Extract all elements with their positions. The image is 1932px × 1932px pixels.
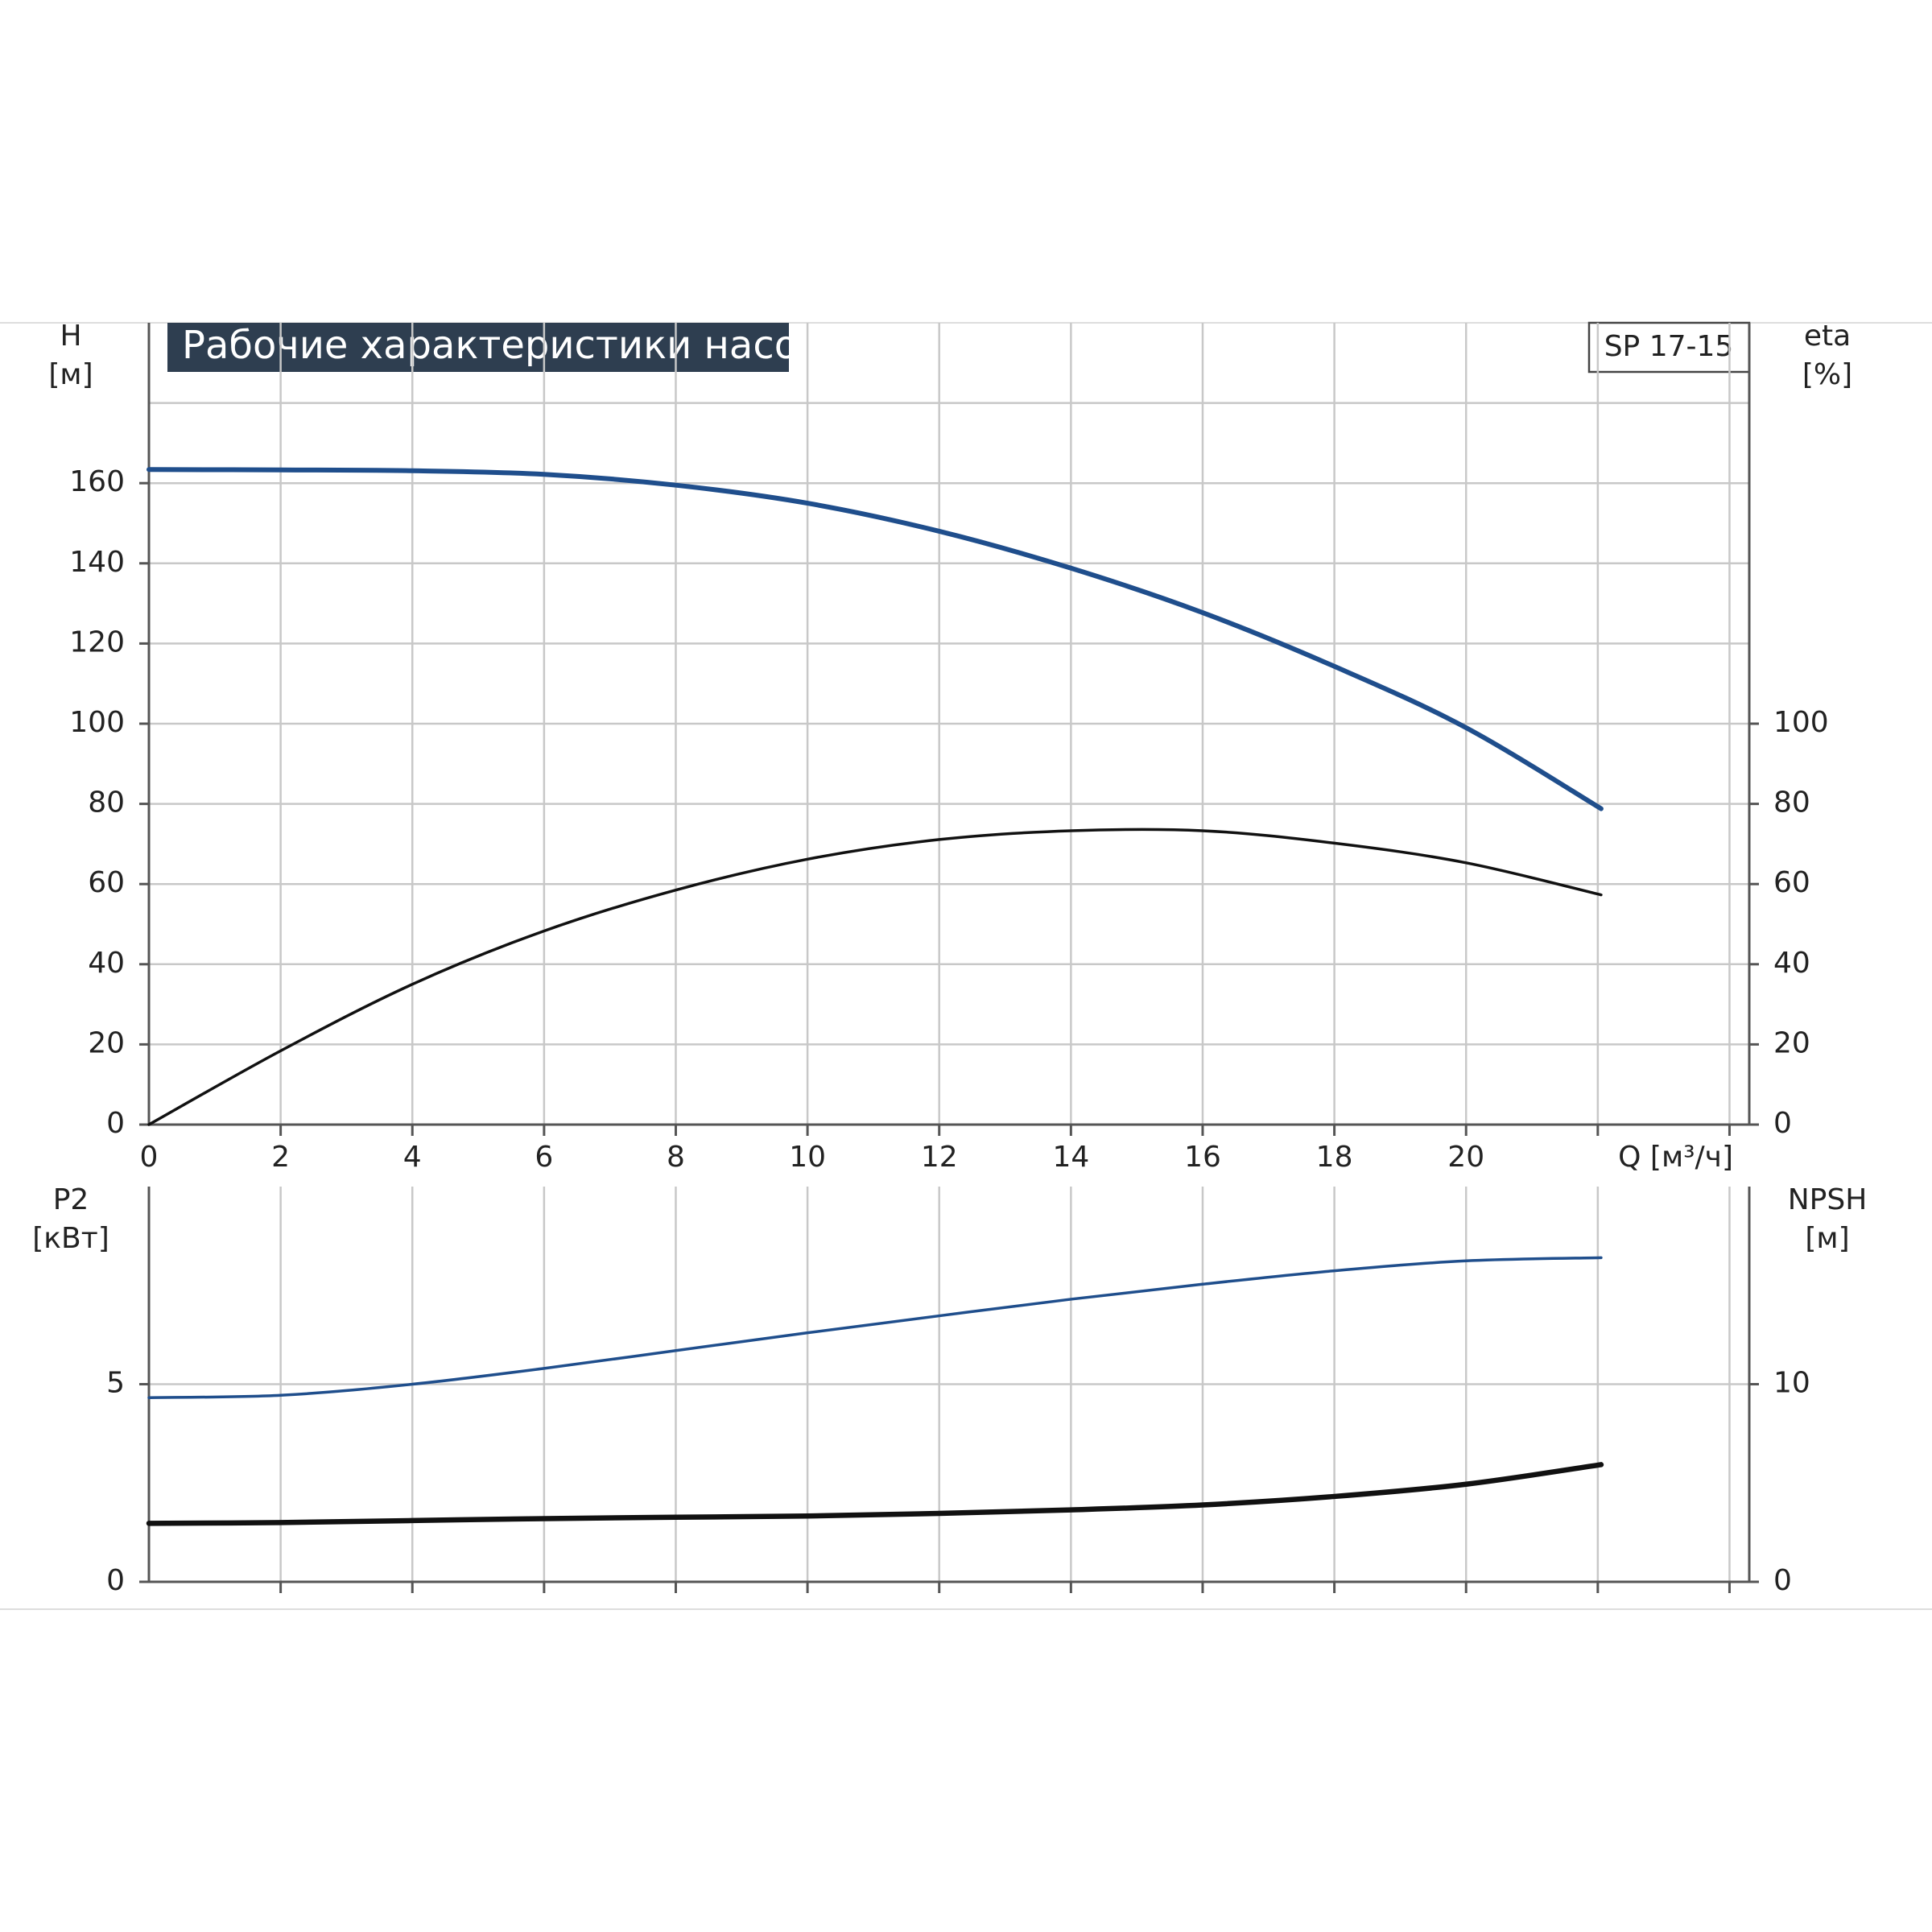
series-line <box>146 1462 1604 1526</box>
y2-axis-unit: [%] <box>1802 358 1852 391</box>
x-tick-label: 8 <box>667 1141 685 1174</box>
y2-tick-label: 80 <box>1773 786 1810 819</box>
x-tick-label: 2 <box>271 1141 290 1174</box>
y-axis-unit: [м] <box>48 358 93 391</box>
y-tick-label: 20 <box>88 1026 125 1059</box>
y-tick-label: 40 <box>88 947 125 980</box>
x-tick-label: 6 <box>535 1141 553 1174</box>
y-tick-label: 120 <box>69 625 125 658</box>
y-axis-label: H <box>60 320 81 353</box>
title-box <box>167 323 789 372</box>
y2-tick-label: 20 <box>1773 1026 1810 1059</box>
model-box <box>1587 321 1751 374</box>
x-tick-label: 20 <box>1447 1141 1484 1174</box>
y-tick-label: 0 <box>106 1564 125 1597</box>
y2-tick-label: 60 <box>1773 866 1810 899</box>
series-line <box>147 1256 1603 1399</box>
y-tick-label: 140 <box>69 546 125 579</box>
y2-tick-label: 0 <box>1773 1107 1792 1140</box>
y-tick-label: 5 <box>106 1367 125 1400</box>
y-tick-label: 80 <box>88 786 125 819</box>
x-tick-label: 4 <box>403 1141 422 1174</box>
series-line <box>147 467 1604 811</box>
y-tick-label: 100 <box>69 706 125 739</box>
y2-tick-label: 100 <box>1773 706 1829 739</box>
y2-axis-unit: [м] <box>1805 1222 1849 1255</box>
series-line <box>147 828 1603 1126</box>
y2-tick-label: 0 <box>1773 1564 1792 1597</box>
chart-title: Рабочие характеристики насоса <box>182 323 843 368</box>
y-axis-unit: [кВт] <box>32 1222 109 1255</box>
y2-tick-label: 40 <box>1773 947 1810 980</box>
x-tick-label: 12 <box>921 1141 958 1174</box>
y2-tick-label: 10 <box>1773 1367 1810 1400</box>
x-tick-label: 14 <box>1052 1141 1089 1174</box>
model-label: SP 17-15 <box>1604 330 1734 363</box>
y-tick-label: 60 <box>88 866 125 899</box>
x-axis-label: Q [м³/ч] <box>1618 1141 1733 1174</box>
x-tick-label: 10 <box>789 1141 826 1174</box>
y2-axis-label: eta <box>1804 320 1851 353</box>
x-tick-label: 0 <box>140 1141 159 1174</box>
x-tick-label: 18 <box>1316 1141 1353 1174</box>
y-axis-label: P2 <box>53 1183 89 1216</box>
y-tick-label: 0 <box>106 1107 125 1140</box>
x-tick-label: 16 <box>1184 1141 1221 1174</box>
y-tick-label: 160 <box>69 465 125 498</box>
y2-axis-label: NPSH <box>1788 1183 1868 1216</box>
